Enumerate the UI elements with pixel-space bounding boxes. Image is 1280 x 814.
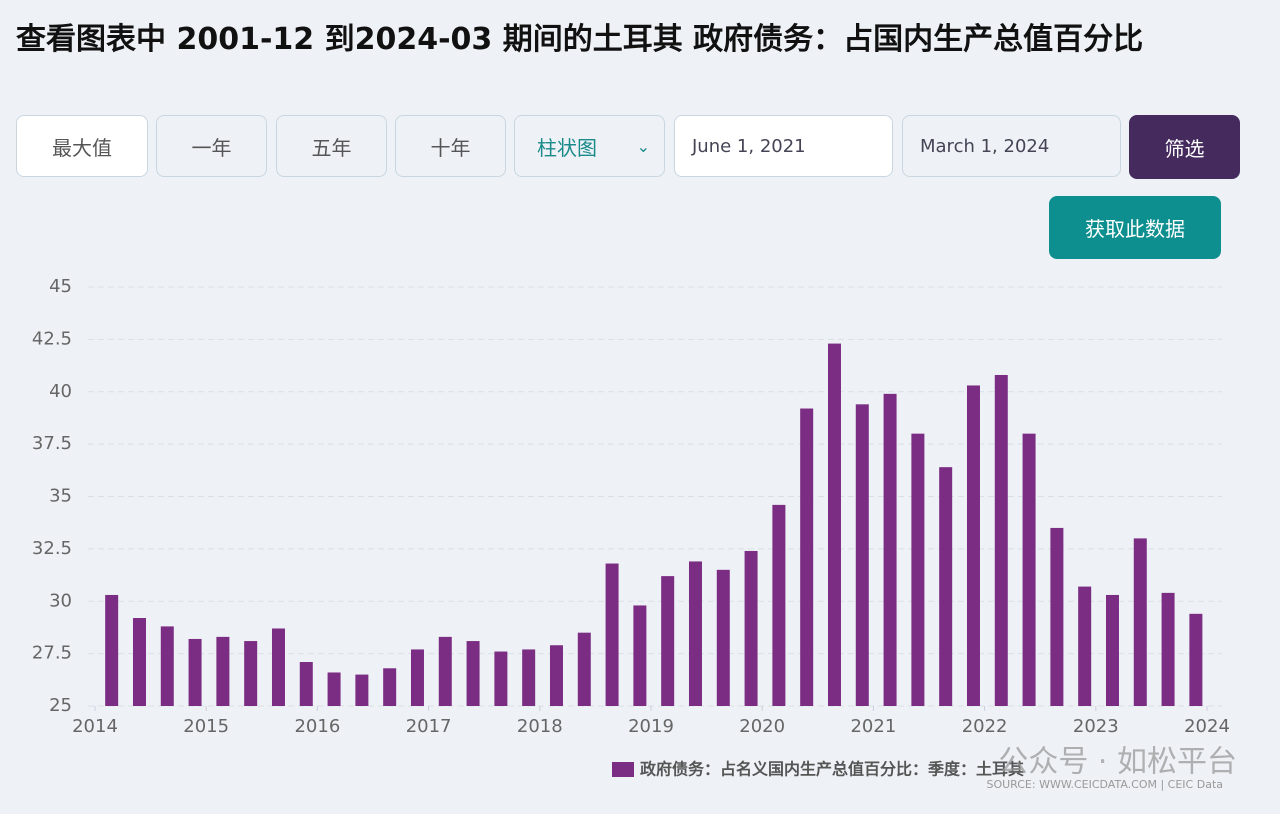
bar: [327, 672, 341, 706]
x-tick-label: 2022: [962, 716, 1008, 737]
legend-swatch: [612, 762, 634, 777]
bar: [132, 618, 146, 706]
end-date-input[interactable]: March 1, 2024: [902, 115, 1121, 177]
range-button[interactable]: 最大值: [16, 115, 148, 177]
range-button[interactable]: 十年: [395, 115, 506, 177]
bar: [1022, 433, 1036, 706]
get-data-button[interactable]: 获取此数据: [1049, 196, 1221, 259]
y-tick-label: 42.5: [32, 328, 72, 349]
bar: [1133, 538, 1147, 706]
x-tick-label: 2021: [850, 716, 896, 737]
bar: [661, 576, 675, 706]
bar: [744, 550, 758, 706]
bar: [688, 561, 702, 706]
y-tick-label: 45: [49, 276, 72, 297]
bar: [994, 374, 1008, 706]
chevron: ⌄: [636, 136, 650, 156]
bar: [716, 569, 730, 706]
y-tick-label: 40: [49, 381, 72, 402]
bar: [466, 641, 480, 706]
bar: [494, 651, 508, 706]
x-tick-label: 2024: [1184, 716, 1230, 737]
bar: [1050, 527, 1064, 706]
x-tick-label: 2016: [294, 716, 340, 737]
bar: [299, 662, 313, 706]
bar: [1161, 592, 1175, 706]
bar: [438, 636, 452, 706]
y-tick-label: 32.5: [32, 538, 72, 559]
bar: [216, 636, 230, 706]
bar: [355, 674, 369, 706]
bar: [271, 628, 285, 706]
y-tick-label: 30: [49, 590, 72, 611]
bar: [939, 467, 953, 706]
chart-type-select[interactable]: 柱状图 ⌄: [514, 115, 665, 177]
y-tick-label: 25: [49, 695, 72, 716]
x-tick-label: 2014: [72, 716, 118, 737]
bar: [1189, 613, 1203, 706]
bar: [522, 649, 536, 706]
bar: [1105, 594, 1119, 706]
bar: [883, 393, 897, 706]
source: SOURCE: WWW.CEICDATA.COM | CEIC Data: [986, 778, 1223, 791]
bar: [633, 605, 647, 706]
range-button[interactable]: 五年: [276, 115, 387, 177]
bar: [911, 433, 925, 706]
x-tick-label: 2017: [406, 716, 452, 737]
y-tick-label: 37.5: [32, 433, 72, 454]
select-value: 柱状图: [537, 135, 597, 160]
y-tick-label: 35: [49, 486, 72, 507]
y-tick-label: 27.5: [32, 643, 72, 664]
bar: [549, 645, 563, 706]
range-button[interactable]: 一年: [156, 115, 267, 177]
legend-label: 政府债务：占名义国内生产总值百分比：季度：土耳其: [640, 760, 1024, 779]
bar: [160, 626, 174, 706]
bar: [800, 408, 814, 706]
bar: [244, 641, 258, 706]
bar: [827, 343, 841, 706]
bar: [855, 404, 869, 706]
bar: [383, 668, 397, 706]
x-tick-label: 2019: [628, 716, 674, 737]
start-date-input[interactable]: June 1, 2021: [674, 115, 893, 177]
x-tick-label: 2020: [739, 716, 785, 737]
bar: [105, 594, 119, 706]
bar: [188, 638, 202, 706]
page-title: 查看图表中 2001-12 到2024-03 期间的土耳其 政府债务：占国内生产…: [16, 22, 1144, 57]
bar: [577, 632, 591, 706]
bar: [966, 385, 980, 706]
bar: [772, 504, 786, 706]
x-tick-label: 2018: [517, 716, 563, 737]
watermark: 公众号 · 如松平台: [998, 745, 1237, 780]
bar: [605, 563, 619, 706]
bar: [410, 649, 424, 706]
bar: [1078, 586, 1092, 706]
x-tick-label: 2015: [183, 716, 229, 737]
filter-button[interactable]: 筛选: [1129, 115, 1240, 179]
x-tick-label: 2023: [1073, 716, 1119, 737]
